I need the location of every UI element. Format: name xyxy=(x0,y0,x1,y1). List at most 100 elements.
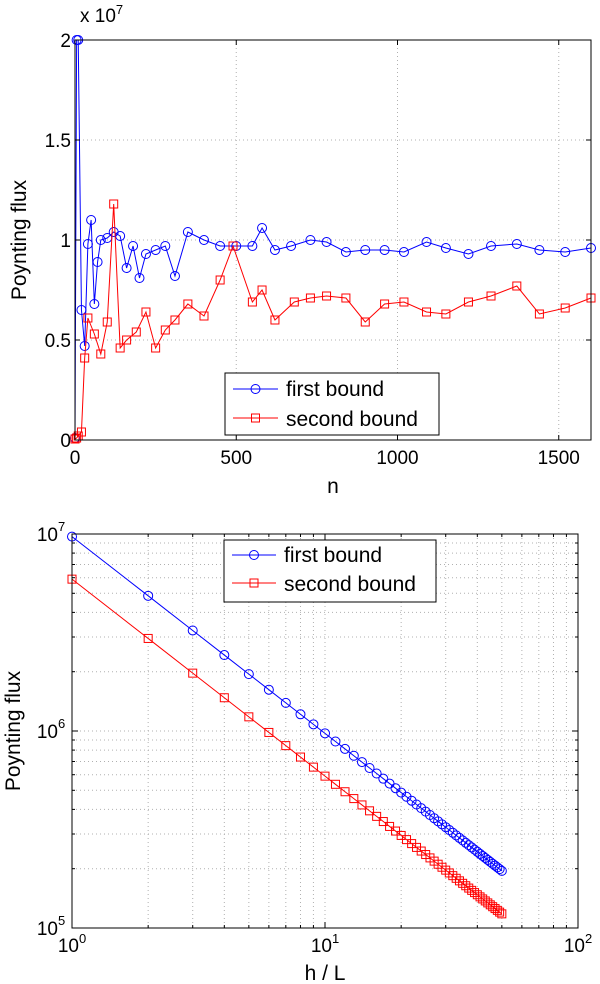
top-data-point-second xyxy=(257,285,267,295)
bottom-data-point-first xyxy=(480,852,491,863)
bottom-data-point-second xyxy=(458,878,468,888)
top-data-point-second xyxy=(170,315,180,325)
top-data-point-second xyxy=(341,293,351,303)
bottom-legend-marker-second xyxy=(249,578,259,588)
top-data-point-first xyxy=(534,245,545,255)
bottom-data-point-second xyxy=(219,693,229,703)
top-y-multiplier: x 107 xyxy=(80,2,123,27)
top-x-tick-label: 1500 xyxy=(538,448,580,469)
bottom-x-tick-exp: 1 xyxy=(332,931,339,946)
bottom-data-point-second xyxy=(340,787,350,797)
bottom-data-point-first xyxy=(320,728,330,739)
bottom-x-tick-base: 10 xyxy=(311,936,332,957)
bottom-data-point-second xyxy=(448,871,458,881)
top-data-point-second xyxy=(183,299,193,309)
top-gridlines xyxy=(75,40,591,440)
top-data-point-second xyxy=(399,297,409,307)
bottom-data-point-first xyxy=(378,773,389,784)
bottom-x-tick-label: 102 xyxy=(564,931,592,957)
bottom-data-point-second xyxy=(308,762,318,772)
bottom-x-tick-exp: 2 xyxy=(585,931,592,946)
bottom-data-point-first xyxy=(263,684,274,695)
top-data-point-first xyxy=(421,237,432,247)
top-data-point-first xyxy=(215,241,226,251)
top-data-point-second xyxy=(131,327,141,337)
bottom-data-point-first xyxy=(243,669,254,680)
top-data-point-second xyxy=(441,309,451,319)
top-data-point-second xyxy=(109,199,119,209)
bottom-data-point-first xyxy=(496,865,507,876)
top-data-point-first xyxy=(169,271,180,281)
bottom-y-tick-base: 10 xyxy=(37,525,58,546)
top-data-point-second xyxy=(322,291,332,301)
top-data-point-first xyxy=(89,299,100,309)
bottom-data-point-second xyxy=(495,907,505,917)
bottom-series-line-first xyxy=(71,536,503,872)
bottom-series xyxy=(67,531,507,919)
top-y-tick-label: 1 xyxy=(60,231,71,252)
top-data-point-first xyxy=(140,249,151,259)
bottom-data-point-second xyxy=(378,817,388,827)
bottom-y-tick-exp: 6 xyxy=(58,716,65,731)
top-legend-label-first: first bound xyxy=(286,378,384,401)
bottom-data-point-second xyxy=(497,909,507,919)
bottom-y-tick-label: 10 xyxy=(37,919,58,940)
top-data-point-second xyxy=(534,309,544,319)
top-legend-marker-first xyxy=(250,384,261,394)
bottom-data-point-first xyxy=(436,819,447,830)
top-data-point-first xyxy=(463,249,474,259)
top-series xyxy=(70,35,596,444)
top-data-point-first xyxy=(560,247,571,257)
top-data-point-first xyxy=(199,235,209,245)
bottom-data-point-first xyxy=(308,719,319,730)
top-x-tick-label: 0 xyxy=(70,448,81,469)
top-series-line-first xyxy=(74,39,592,439)
top-data-point-second xyxy=(270,315,280,325)
top-y-multiplier-base: x 10 xyxy=(80,6,116,27)
bottom-data-point-first xyxy=(371,768,382,779)
bottom-data-point-second xyxy=(244,712,254,722)
top-series-line-second xyxy=(74,203,592,440)
top-data-point-first xyxy=(115,231,126,241)
bottom-data-point-second xyxy=(372,811,382,821)
bottom-data-point-second xyxy=(454,876,464,886)
top-data-point-second xyxy=(380,299,390,309)
top-data-point-second xyxy=(228,241,238,251)
bottom-data-point-second xyxy=(357,800,367,810)
bottom-y-tick-base: 10 xyxy=(37,919,58,940)
top-data-point-second xyxy=(89,329,99,339)
bottom-data-point-second xyxy=(320,771,330,781)
bottom-data-point-second xyxy=(349,794,359,804)
bottom-data-point-first xyxy=(451,830,462,841)
bottom-data-point-second xyxy=(365,806,375,816)
top-data-point-second xyxy=(486,291,496,301)
top-data-point-second xyxy=(80,353,90,363)
bottom-data-point-second xyxy=(295,752,305,762)
top-x-label: n xyxy=(327,475,339,498)
chart-top: 0 500 1000 1500 0 0.5 1 1.5 2 x 107 n Poynting f… xyxy=(8,2,596,498)
top-data-point-second xyxy=(151,343,161,353)
bottom-data-point-first xyxy=(454,832,465,843)
bottom-y-tick-base: 10 xyxy=(37,722,58,743)
top-data-point-first xyxy=(257,223,268,233)
top-data-point-first xyxy=(92,257,103,267)
bottom-data-point-first xyxy=(447,827,458,838)
top-data-point-first xyxy=(511,239,522,249)
bottom-x-tick-base: 10 xyxy=(564,936,585,957)
bottom-data-point-first xyxy=(494,864,505,875)
top-data-point-second xyxy=(96,349,106,359)
bottom-data-point-first xyxy=(364,762,375,773)
bottom-data-point-second xyxy=(143,633,153,643)
top-data-point-first xyxy=(121,263,132,273)
top-data-point-first xyxy=(79,341,90,351)
top-data-point-first xyxy=(128,241,139,251)
top-data-point-second xyxy=(141,307,151,317)
bottom-legend: first bound second bound xyxy=(223,539,437,603)
top-y-tick-label: 0.5 xyxy=(45,331,71,352)
top-data-point-second xyxy=(76,427,86,437)
top-data-point-first xyxy=(379,245,390,255)
top-data-point-second xyxy=(247,297,257,307)
bottom-y-tick-label: 10 xyxy=(37,525,58,546)
